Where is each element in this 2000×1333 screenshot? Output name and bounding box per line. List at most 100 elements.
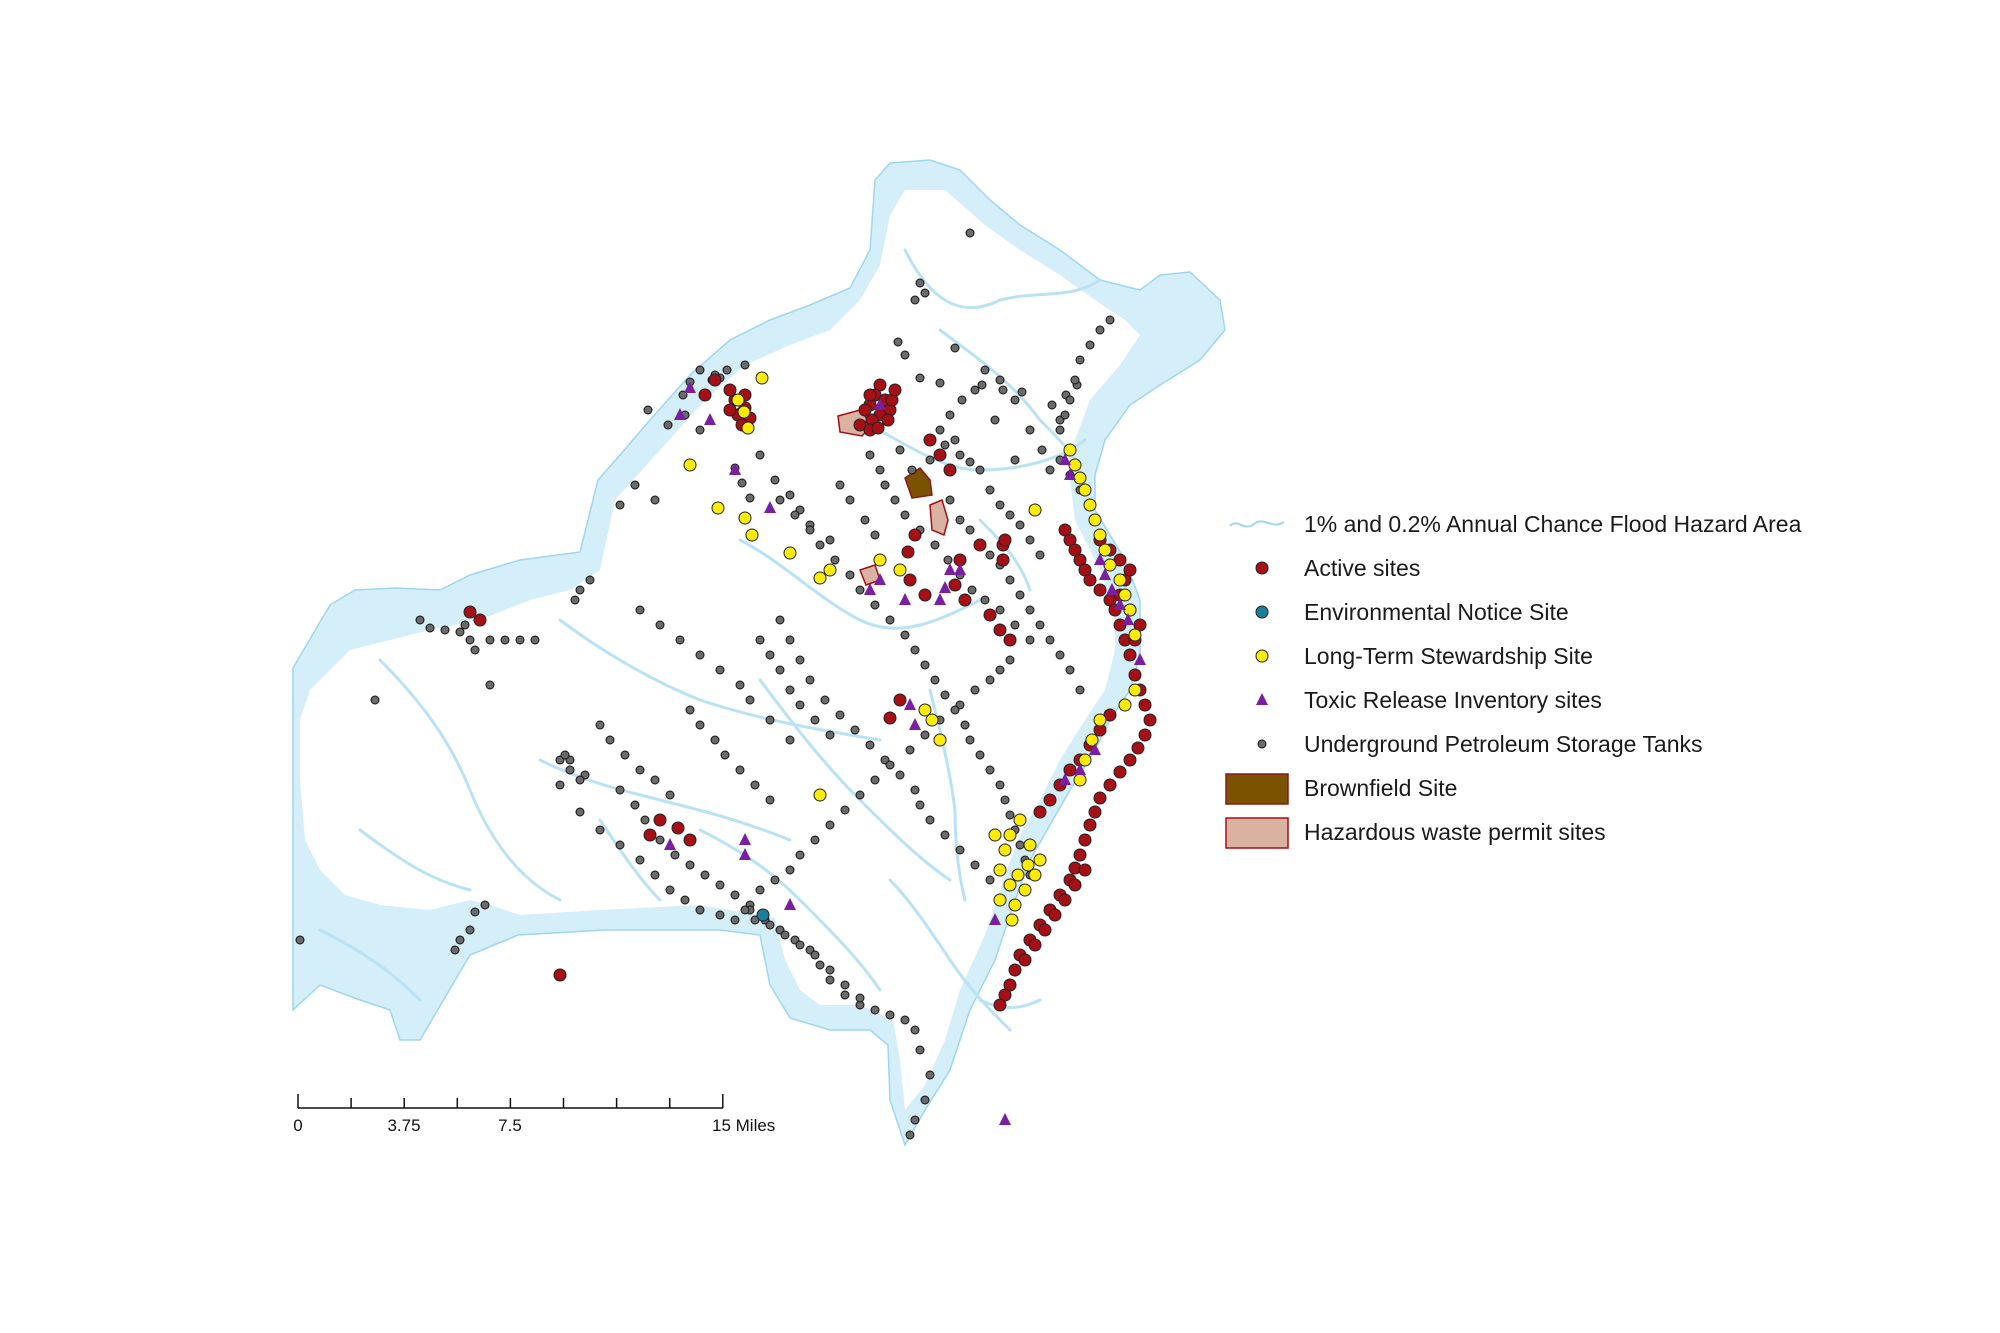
ust-site-marker[interactable] [737,478,747,488]
active-site-marker[interactable] [996,553,1010,567]
ust-site-marker[interactable] [810,835,820,845]
legend-item-hazwaste[interactable]: Hazardous waste permit sites [1224,810,1964,854]
ust-site-marker[interactable] [470,645,480,655]
ust-site-marker[interactable] [1065,665,1075,675]
ust-site-marker[interactable] [650,870,660,880]
lts-site-marker[interactable] [1078,483,1092,497]
ust-site-marker[interactable] [907,465,917,475]
active-site-marker[interactable] [1028,938,1042,952]
lts-site-marker[interactable] [1003,878,1017,892]
ust-site-marker[interactable] [1005,575,1015,585]
active-site-marker[interactable] [901,545,915,559]
ust-site-marker[interactable] [977,380,987,390]
ust-site-marker[interactable] [1025,425,1035,435]
ust-site-marker[interactable] [530,635,540,645]
active-site-marker[interactable] [1123,648,1137,662]
ust-site-marker[interactable] [780,930,790,940]
ust-site-marker[interactable] [965,457,975,467]
ust-site-marker[interactable] [770,475,780,485]
ust-site-marker[interactable] [415,615,425,625]
ust-site-marker[interactable] [965,228,975,238]
ust-site-marker[interactable] [555,780,565,790]
ust-site-marker[interactable] [695,720,705,730]
ust-site-marker[interactable] [1025,635,1035,645]
ust-site-marker[interactable] [925,1070,935,1080]
ust-site-marker[interactable] [840,990,850,1000]
ust-site-marker[interactable] [835,480,845,490]
ust-site-marker[interactable] [695,365,705,375]
active-site-marker[interactable] [1131,741,1145,755]
lts-site-marker[interactable] [1085,733,1099,747]
lts-site-marker[interactable] [683,458,697,472]
ust-site-marker[interactable] [1010,395,1020,405]
ust-site-marker[interactable] [870,1005,880,1015]
active-site-marker[interactable] [1058,893,1072,907]
ust-site-marker[interactable] [635,765,645,775]
lts-site-marker[interactable] [1093,713,1107,727]
lts-site-marker[interactable] [998,843,1012,857]
ust-site-marker[interactable] [670,850,680,860]
lts-site-marker[interactable] [737,405,751,419]
ust-site-marker[interactable] [870,600,880,610]
ust-site-marker[interactable] [910,1115,920,1125]
ust-site-marker[interactable] [730,890,740,900]
ust-site-marker[interactable] [955,450,965,460]
tri-site-marker[interactable] [664,838,676,850]
ust-site-marker[interactable] [860,515,870,525]
tri-site-marker[interactable] [904,698,916,710]
ust-site-marker[interactable] [1070,375,1080,385]
tri-site-marker[interactable] [899,593,911,605]
ust-site-marker[interactable] [935,378,945,388]
ust-site-marker[interactable] [785,735,795,745]
ust-site-marker[interactable] [765,650,775,660]
tri-site-marker[interactable] [1059,773,1071,785]
ust-site-marker[interactable] [775,495,785,505]
lts-site-marker[interactable] [823,563,837,577]
lts-site-marker[interactable] [1128,628,1142,642]
lts-site-marker[interactable] [993,893,1007,907]
ust-site-marker[interactable] [965,735,975,745]
ust-site-marker[interactable] [890,495,900,505]
ust-site-marker[interactable] [1065,395,1075,405]
lts-site-marker[interactable] [1018,883,1032,897]
ust-site-marker[interactable] [825,730,835,740]
ust-site-marker[interactable] [570,595,580,605]
tri-site-marker[interactable] [1134,653,1146,665]
ust-site-marker[interactable] [955,845,965,855]
ust-site-marker[interactable] [955,515,965,525]
active-site-marker[interactable] [1038,923,1052,937]
active-site-marker[interactable] [1063,763,1077,777]
ust-site-marker[interactable] [1015,590,1025,600]
lts-site-marker[interactable] [1008,898,1022,912]
lts-site-marker[interactable] [1028,503,1042,517]
ust-site-marker[interactable] [830,555,840,565]
lts-site-marker[interactable] [1033,853,1047,867]
active-site-marker[interactable] [983,608,997,622]
ust-site-marker[interactable] [635,605,645,615]
ust-site-marker[interactable] [635,855,645,865]
ust-site-marker[interactable] [620,750,630,760]
tri-site-marker[interactable] [954,563,966,575]
lts-site-marker[interactable] [1073,471,1087,485]
ust-site-marker[interactable] [1045,465,1055,475]
ust-site-marker[interactable] [650,775,660,785]
ust-site-marker[interactable] [785,685,795,695]
active-site-marker[interactable] [653,813,667,827]
ust-site-marker[interactable] [595,825,605,835]
ust-site-marker[interactable] [722,365,732,375]
ust-site-marker[interactable] [1017,387,1027,397]
ust-site-marker[interactable] [765,715,775,725]
ust-site-marker[interactable] [910,1025,920,1035]
active-site-marker[interactable] [683,833,697,847]
ust-site-marker[interactable] [915,373,925,383]
ust-site-marker[interactable] [905,745,915,755]
ust-site-marker[interactable] [990,415,1000,425]
ust-site-marker[interactable] [970,860,980,870]
lts-site-marker[interactable] [1113,573,1127,587]
active-site-marker[interactable] [858,403,872,417]
ust-site-marker[interactable] [895,445,905,455]
lts-site-marker[interactable] [1118,698,1132,712]
ust-site-marker[interactable] [805,675,815,685]
ust-site-marker[interactable] [665,885,675,895]
ust-site-marker[interactable] [905,1130,915,1140]
